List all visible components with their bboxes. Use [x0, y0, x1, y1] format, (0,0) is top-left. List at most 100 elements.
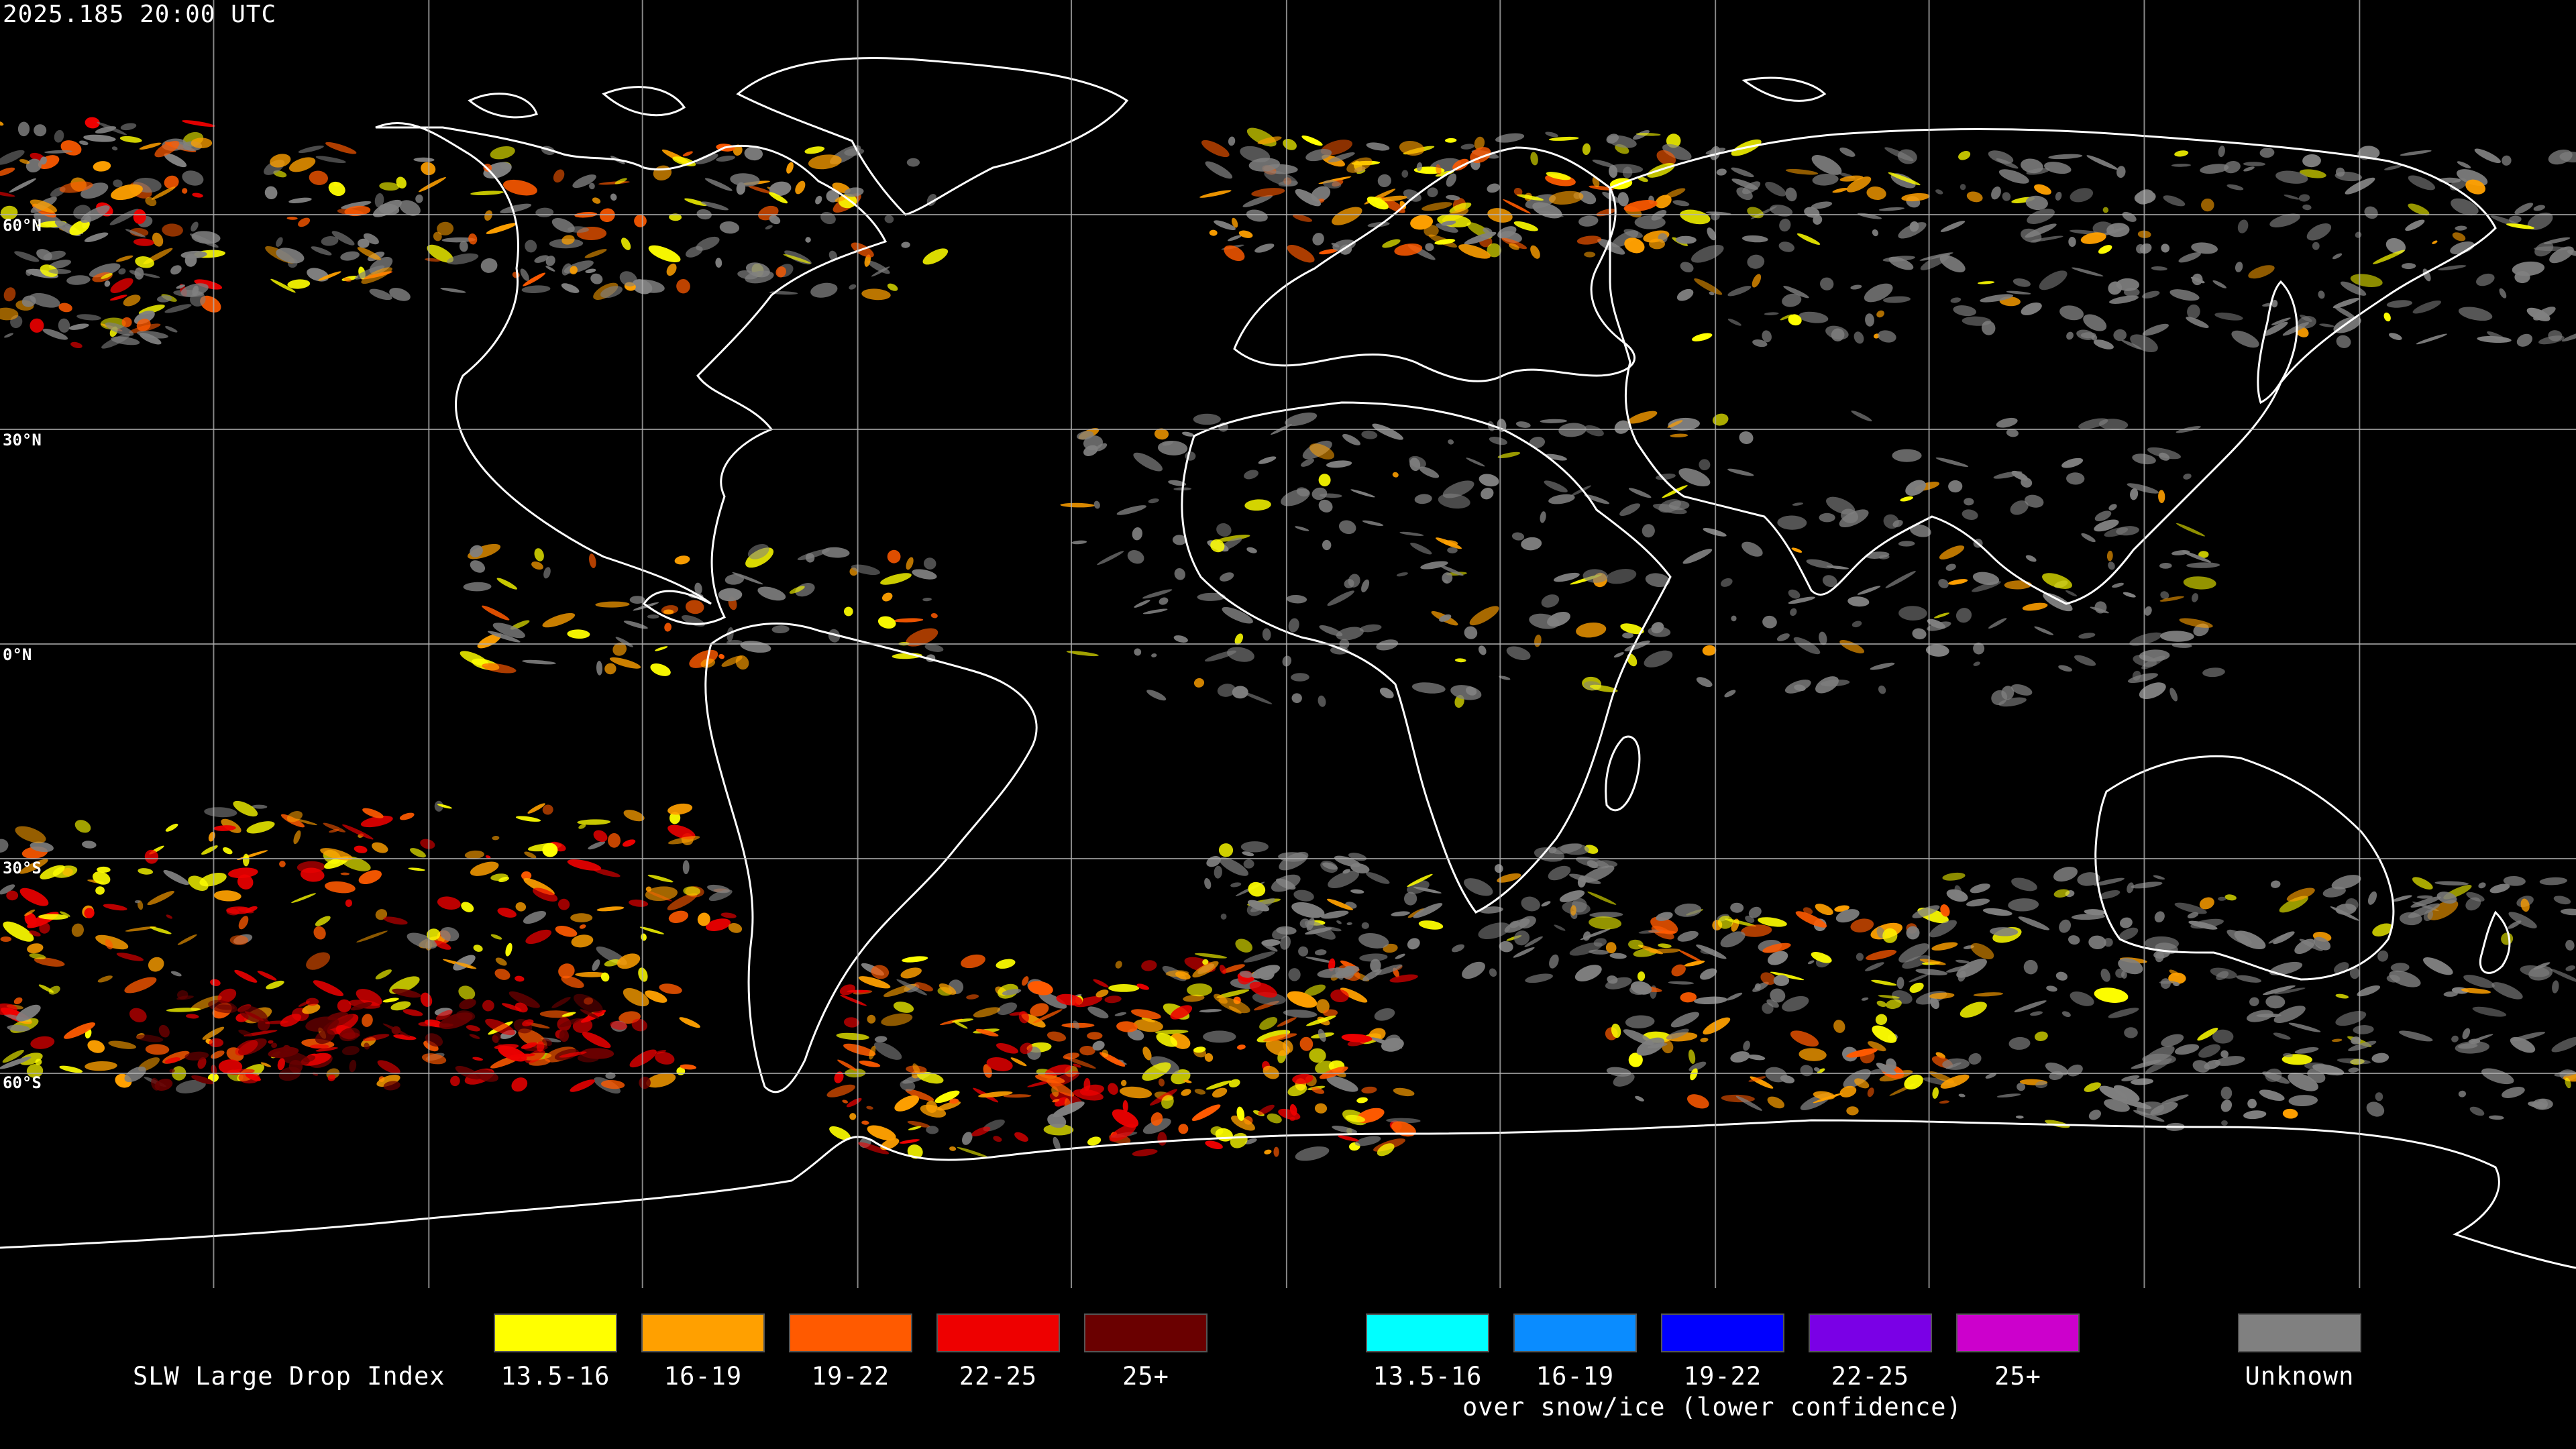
- coastline-asia: [1609, 128, 2497, 605]
- cloud-patch: [2080, 332, 2096, 339]
- cloud-patch: [154, 1079, 173, 1091]
- cloud-patch: [1799, 1048, 1827, 1061]
- cloud-patch: [588, 841, 606, 850]
- cloud-patch: [1966, 898, 1990, 907]
- cloud-patch: [164, 175, 179, 189]
- cloud-patch: [1258, 967, 1275, 981]
- cloud-patch: [487, 631, 521, 643]
- cloud-patch: [986, 1057, 1013, 1071]
- cloud-patch: [871, 266, 890, 277]
- cloud-patch: [2560, 908, 2576, 916]
- cloud-patch: [129, 323, 161, 333]
- cloud-patch: [2427, 900, 2459, 920]
- cloud-patch: [598, 181, 630, 185]
- cloud-patch: [737, 270, 758, 280]
- cloud-patch: [1202, 959, 1209, 965]
- cloud-patch: [2129, 632, 2163, 646]
- cloud-patch: [13, 997, 23, 1005]
- cloud-patch: [2113, 329, 2127, 341]
- cloud-patch: [389, 288, 411, 301]
- cloud-patch: [2214, 312, 2243, 321]
- cloud-patch: [26, 1064, 44, 1078]
- cloud-patch: [2088, 1110, 2102, 1120]
- cloud-patch: [1822, 575, 1837, 588]
- cloud-patch: [473, 945, 483, 952]
- cloud-patch: [2491, 982, 2523, 1000]
- cloud-patch: [2132, 670, 2141, 681]
- cloud-patch: [2462, 1028, 2471, 1040]
- cloud-patch: [1731, 167, 1754, 178]
- cloud-patch: [858, 976, 891, 989]
- cloud-patch: [2312, 1064, 2345, 1076]
- cloud-patch: [570, 1079, 595, 1092]
- cloud-patch: [1940, 904, 1950, 917]
- timestamp: 2025.185 20:00 UTC: [3, 1, 277, 28]
- cloud-patch: [0, 839, 9, 853]
- cloud-patch: [1605, 568, 1637, 584]
- cloud-patch: [243, 853, 250, 867]
- cloud-patch: [2116, 166, 2126, 178]
- cloud-patch: [1854, 331, 1864, 344]
- coastline-antarctica: [0, 1119, 2576, 1269]
- cloud-patch: [2176, 523, 2205, 537]
- cloud-patch: [789, 586, 805, 594]
- cloud-patch: [2071, 267, 2104, 277]
- cloud-patch: [1399, 531, 1424, 537]
- cloud-patch: [593, 830, 608, 843]
- cloud-patch: [1130, 1009, 1161, 1020]
- cloud-patch: [926, 1126, 939, 1134]
- cloud-patch: [906, 158, 920, 167]
- cloud-patch: [1766, 999, 1779, 1008]
- cloud-patch: [653, 165, 672, 180]
- lat-label-30s: 30°S: [3, 859, 42, 877]
- cloud-patch: [647, 614, 659, 619]
- cloud-patch: [1898, 541, 1915, 547]
- cloud-patch: [129, 270, 142, 276]
- cloud-patch: [450, 1075, 460, 1087]
- cloud-patch: [133, 238, 154, 246]
- cloud-patch: [1222, 964, 1245, 973]
- cloud-patch: [2367, 891, 2377, 905]
- cloud-patch: [2161, 1034, 2184, 1047]
- cloud-patch: [1258, 456, 1277, 464]
- cloud-patch: [0, 884, 15, 895]
- cloud-patch: [2398, 1030, 2433, 1042]
- cloud-patch: [1403, 189, 1421, 202]
- cloud-patch: [2092, 221, 2114, 236]
- cloud-patch: [1248, 158, 1280, 172]
- cloud-patch: [496, 578, 517, 590]
- cloud-patch: [1464, 626, 1478, 639]
- cloud-patch: [383, 1081, 400, 1091]
- cloud-patch: [286, 217, 298, 220]
- cloud-patch: [899, 1139, 920, 1144]
- cloud-patch: [2451, 198, 2479, 216]
- cloud-patch: [1888, 256, 1914, 270]
- cloud-patch: [700, 201, 729, 211]
- cloud-patch: [139, 142, 162, 150]
- cloud-patch: [1778, 241, 1794, 252]
- legend-label-snow-1: 13.5-16: [1373, 1362, 1483, 1391]
- cloud-patch: [2042, 573, 2072, 589]
- cloud-patch: [1589, 916, 1622, 930]
- cloud-patch: [2153, 875, 2165, 880]
- cloud-patch: [1553, 572, 1580, 582]
- cloud-patch: [494, 1044, 519, 1050]
- cloud-patch: [1010, 1057, 1027, 1067]
- cloud-patch: [434, 800, 443, 812]
- cloud-patch: [264, 1020, 289, 1024]
- cloud-patch: [1394, 243, 1423, 256]
- cloud-patch: [1447, 547, 1458, 553]
- cloud-patch: [2099, 1085, 2127, 1102]
- cloud-patch: [1868, 1041, 1886, 1052]
- cloud-patch: [2247, 1098, 2257, 1109]
- cloud-patch: [1305, 957, 1334, 963]
- cloud-patch: [1095, 443, 1108, 451]
- cloud-patch: [1717, 915, 1733, 929]
- legend-swatch-snow-4: [1809, 1313, 1932, 1352]
- cloud-patch: [1872, 1025, 1897, 1043]
- cloud-patch: [1287, 1084, 1307, 1097]
- cloud-patch: [2027, 209, 2055, 224]
- cloud-patch: [2024, 494, 2044, 508]
- cloud-patch: [1497, 451, 1521, 458]
- cloud-patch: [1955, 608, 1972, 623]
